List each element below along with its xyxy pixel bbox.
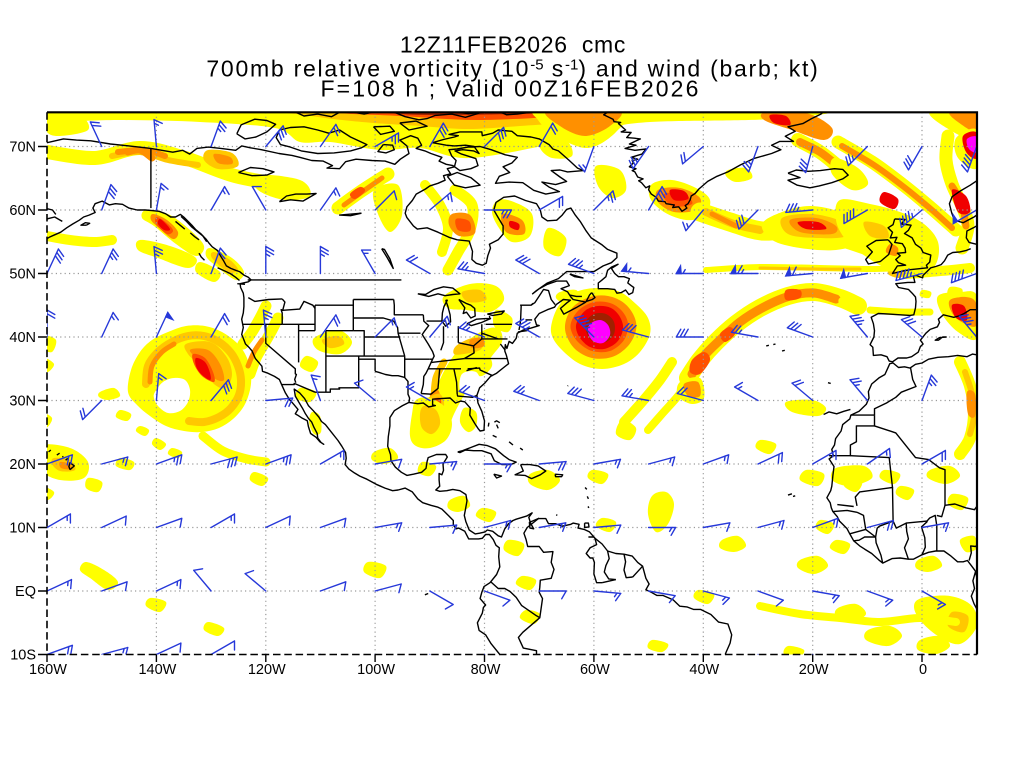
svg-text:20W: 20W (799, 662, 829, 678)
svg-text:120W: 120W (248, 662, 286, 678)
svg-text:60N: 60N (9, 203, 36, 219)
svg-text:0: 0 (919, 662, 927, 678)
svg-text:140W: 140W (138, 662, 176, 678)
svg-text:70N: 70N (9, 140, 36, 156)
svg-text:30N: 30N (9, 394, 36, 410)
svg-text:10N: 10N (9, 521, 36, 537)
svg-text:40W: 40W (689, 662, 719, 678)
svg-text:40N: 40N (9, 330, 36, 346)
svg-text:10S: 10S (10, 648, 36, 664)
svg-text:80W: 80W (471, 662, 501, 678)
svg-text:60W: 60W (580, 662, 610, 678)
svg-text:F=108 h ; Valid 00Z16FEB2026: F=108 h ; Valid 00Z16FEB2026 (321, 75, 701, 101)
svg-text:700mb relative vorticity (10-5: 700mb relative vorticity (10-5 s-1) and … (206, 55, 819, 81)
svg-text:100W: 100W (357, 662, 395, 678)
svg-text:EQ: EQ (15, 584, 36, 600)
svg-text:50N: 50N (9, 267, 36, 283)
svg-text:12Z11FEB2026 cmc: 12Z11FEB2026 cmc (400, 32, 626, 58)
svg-text:20N: 20N (9, 457, 36, 473)
svg-text:160W: 160W (29, 662, 67, 678)
